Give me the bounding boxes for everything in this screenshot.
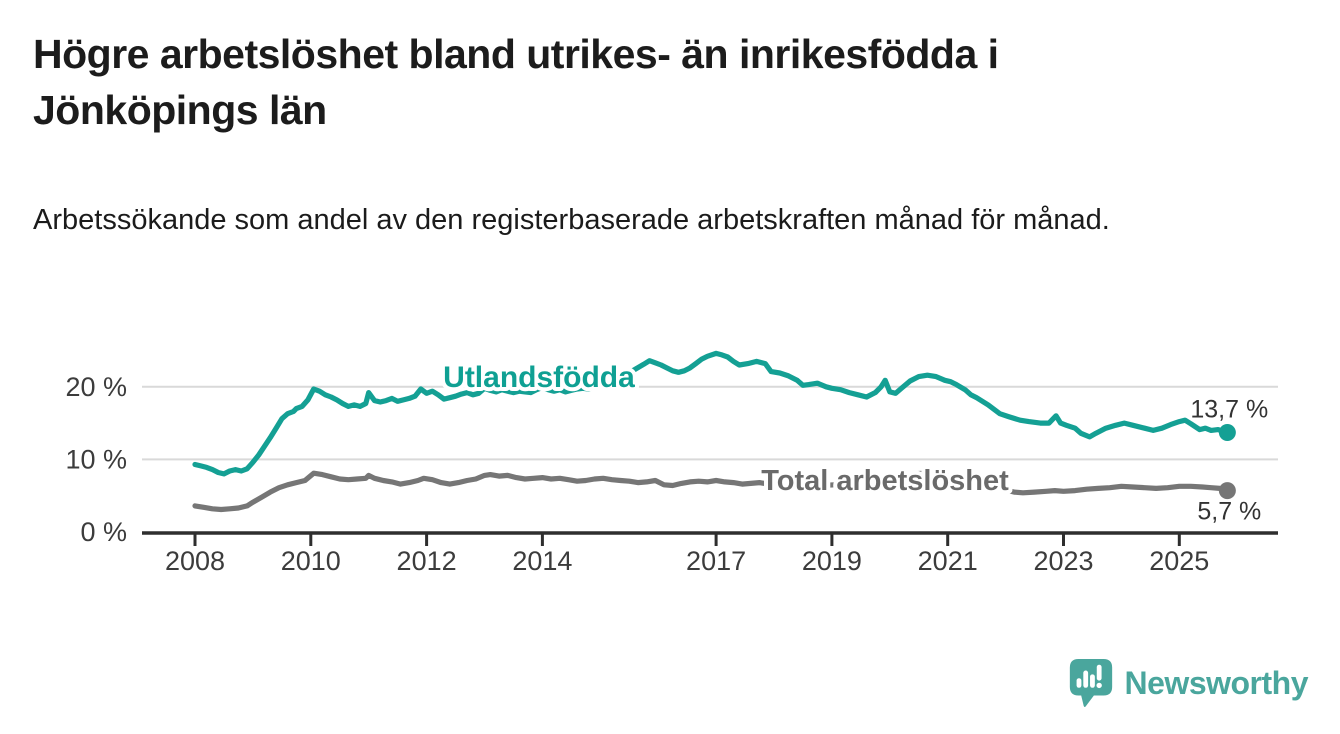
y-tick-label: 0 % [80, 517, 127, 547]
newsworthy-brand: Newsworthy [1067, 658, 1309, 708]
x-tick-label: 2019 [802, 546, 862, 576]
y-tick-label: 20 % [65, 372, 127, 402]
x-tick-label: 2008 [165, 546, 225, 576]
logo-bar-tall [1082, 670, 1088, 688]
x-tick-label: 2014 [512, 546, 572, 576]
newsworthy-logo-icon [1069, 658, 1112, 708]
x-tick-label: 2023 [1033, 546, 1093, 576]
newsworthy-logo-text: Newsworthy [1124, 664, 1309, 701]
logo-bar-small [1076, 678, 1081, 688]
series-end-value-label: 13,7 % [1190, 396, 1268, 424]
logo-exclamation-bar [1096, 664, 1102, 681]
chart-subtitle: Arbetssökande som andel av den registerb… [33, 204, 1110, 236]
x-tick-label: 2025 [1149, 546, 1209, 576]
foreign-born-line [192, 350, 1231, 477]
x-tick-label: 2012 [397, 546, 457, 576]
logo-bar-medium [1089, 674, 1095, 688]
y-tick-label: 10 % [65, 444, 127, 474]
logo-exclamation-dot [1095, 682, 1102, 689]
series-end-dot [1218, 482, 1236, 500]
series-end-dot [1218, 424, 1236, 442]
series-end-value-label: 5,7 % [1197, 498, 1261, 526]
x-tick-label: 2017 [686, 546, 746, 576]
x-tick-label: 2010 [281, 546, 341, 576]
total-series-label: Total arbetslöshet [761, 465, 1009, 497]
total-unemployment-line [192, 470, 1231, 513]
page-title: Högre arbetslöshet bland utrikes- än inr… [33, 31, 999, 133]
x-tick-label: 2021 [918, 546, 978, 576]
foreign-born-series-label: Utlandsfödda [443, 361, 635, 394]
